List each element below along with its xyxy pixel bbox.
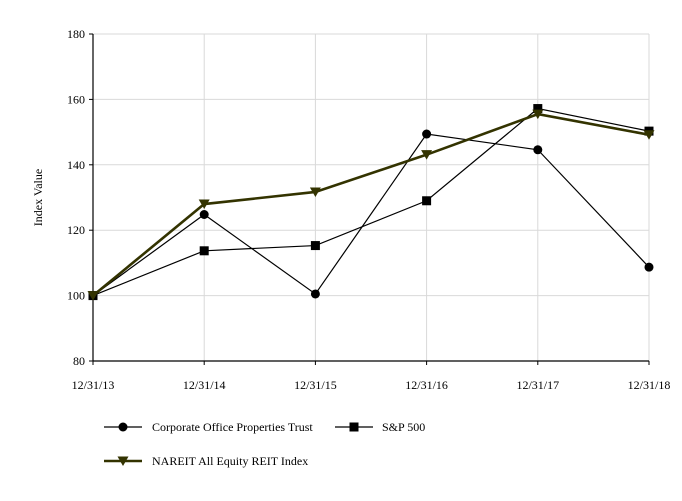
data-point [198, 199, 210, 210]
series [87, 104, 655, 301]
legend: Corporate Office Properties Trust S&P 500… [104, 420, 425, 468]
series-1 [88, 129, 654, 301]
grid [93, 33, 650, 362]
data-point [199, 246, 209, 256]
legend-item-1: Corporate Office Properties Trust [104, 420, 313, 434]
data-point [310, 289, 320, 299]
axes: 80 100 120 140 160 180 12/31/13 12/31/14 12/31/1… [31, 27, 670, 392]
series-3 [87, 109, 655, 301]
legend-item-3: NAREIT All Equity REIT Index [104, 454, 308, 468]
data-point [87, 291, 99, 301]
y-axis-label: Index Value [31, 169, 45, 226]
series-line [92, 107, 650, 297]
data-point [422, 196, 432, 206]
series-line [92, 133, 650, 297]
legend-label: NAREIT All Equity REIT Index [152, 454, 308, 468]
legend-marker [118, 422, 128, 432]
legend-marker [349, 422, 359, 432]
y-tick-label: 100 [67, 289, 85, 303]
y-tick-label: 120 [67, 223, 85, 237]
series-2 [88, 104, 654, 301]
legend-label: Corporate Office Properties Trust [152, 420, 313, 434]
data-point [643, 130, 655, 140]
data-point [310, 241, 320, 251]
data-point [644, 262, 654, 272]
x-tick-label: 12/31/13 [72, 378, 115, 392]
data-point [532, 109, 544, 120]
data-point [422, 129, 432, 139]
x-tick-label: 12/31/17 [516, 378, 559, 392]
data-point [199, 210, 209, 220]
x-tick-label: 12/31/15 [294, 378, 337, 392]
y-tick-label: 180 [67, 27, 85, 41]
x-tick-label: 12/31/14 [183, 378, 226, 392]
data-point [533, 104, 543, 114]
y-tick-label: 160 [67, 92, 85, 106]
data-point [309, 187, 321, 197]
series-line [92, 112, 650, 297]
legend-marker [117, 456, 129, 466]
y-tick-label: 80 [73, 354, 85, 368]
legend-label: S&P 500 [382, 420, 425, 434]
legend-item-2: S&P 500 [335, 420, 425, 434]
y-tick-label: 140 [67, 158, 85, 172]
x-tick-label: 12/31/18 [628, 378, 671, 392]
x-tick-label: 12/31/16 [405, 378, 448, 392]
data-point [421, 150, 433, 160]
data-point [533, 145, 543, 155]
